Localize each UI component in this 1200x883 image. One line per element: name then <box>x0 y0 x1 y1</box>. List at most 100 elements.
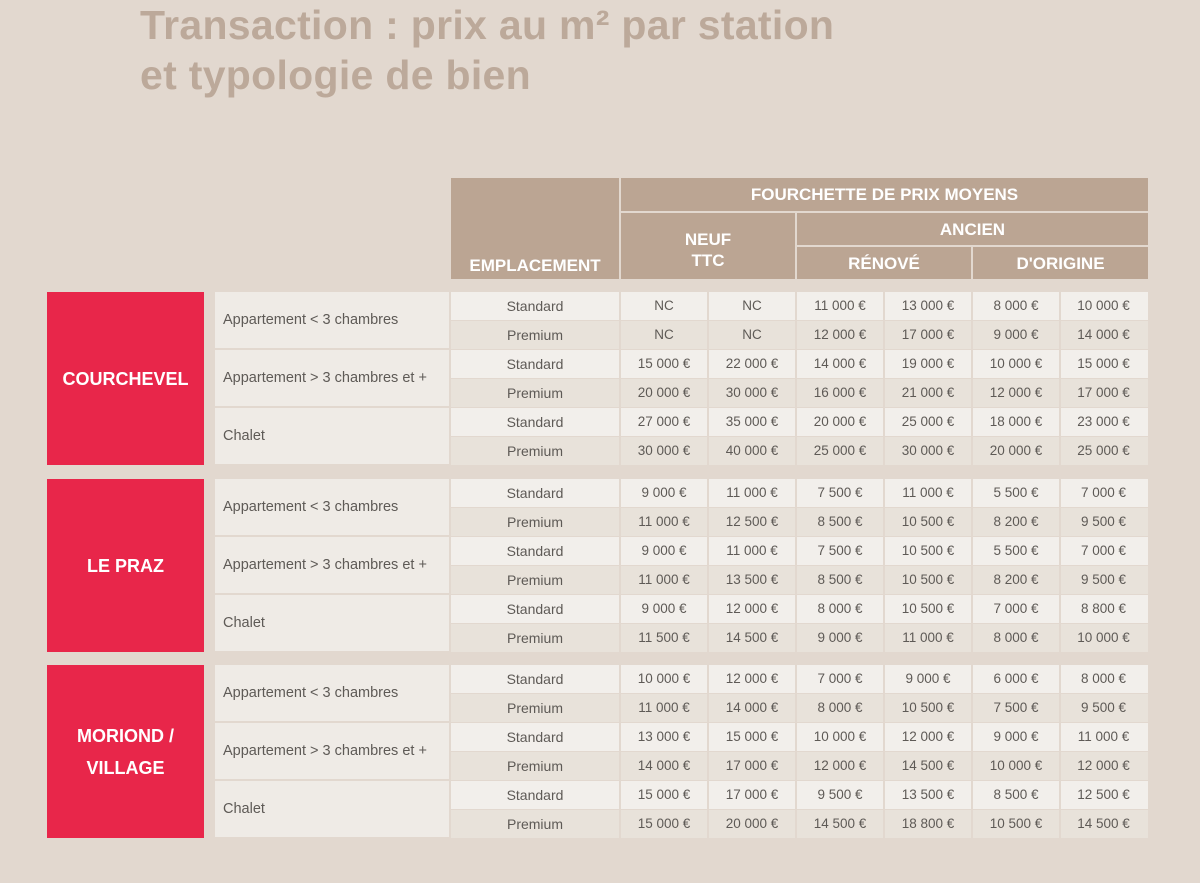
price-cell: 8 000 € <box>795 595 883 623</box>
property-type-label: Appartement > 3 chambres et + <box>215 537 449 593</box>
price-cell: 9 500 € <box>795 781 883 809</box>
quality-cell: Premium <box>506 443 563 459</box>
price-cell: 40 000 € <box>707 437 795 465</box>
price-cell: 12 000 € <box>795 321 883 349</box>
station-name-line1: COURCHEVEL <box>62 368 189 389</box>
price-cell: 8 800 € <box>1059 595 1146 623</box>
price-cell: 7 000 € <box>795 665 883 693</box>
header-emplacement: EMPLACEMENT <box>451 178 619 279</box>
price-cell: 18 800 € <box>883 810 971 838</box>
price-cell: 7 000 € <box>1059 479 1146 507</box>
station-label: MORIOND / VILLAGE <box>47 665 204 838</box>
price-cell: 13 500 € <box>883 781 971 809</box>
price-cell: 27 000 € <box>619 408 707 436</box>
title-line-2: et typologie de bien <box>140 52 531 98</box>
price-cell: 14 500 € <box>795 810 883 838</box>
property-type-label: Appartement < 3 chambres <box>215 292 449 348</box>
header-ancien: ANCIEN <box>797 213 1148 245</box>
quality-cell: Premium <box>506 572 563 588</box>
price-cell: 11 500 € <box>619 624 707 652</box>
price-cell: 14 500 € <box>883 752 971 780</box>
price-cell: 14 000 € <box>619 752 707 780</box>
price-cell: 11 000 € <box>883 624 971 652</box>
price-cell: 15 000 € <box>619 810 707 838</box>
price-cell: 15 000 € <box>619 781 707 809</box>
price-cell: 23 000 € <box>1059 408 1146 436</box>
price-cell: 8 500 € <box>971 781 1059 809</box>
price-cell: NC <box>707 321 795 349</box>
property-type-label: Appartement < 3 chambres <box>215 479 449 535</box>
price-cell: 25 000 € <box>1059 437 1146 465</box>
price-cell: 18 000 € <box>971 408 1059 436</box>
price-cell: 25 000 € <box>883 408 971 436</box>
quality-cell: Standard <box>506 729 564 745</box>
table-row: Premium 11 000 €14 000 €8 000 €10 500 €7 … <box>451 694 1148 722</box>
header-renove-label: RÉNOVÉ <box>848 253 920 273</box>
quality-cell: Standard <box>506 485 564 501</box>
quality-cell: Premium <box>506 816 563 832</box>
price-cell: 7 000 € <box>971 595 1059 623</box>
table-row: Standard 15 000 €22 000 €14 000 €19 000 €… <box>451 350 1148 378</box>
price-cell: 17 000 € <box>883 321 971 349</box>
price-cell: 15 000 € <box>619 350 707 378</box>
price-cell: 30 000 € <box>619 437 707 465</box>
table-row: Standard 9 000 €11 000 €7 500 €10 500 €5 … <box>451 537 1148 565</box>
station-name-line2: VILLAGE <box>86 757 165 778</box>
station-label: COURCHEVEL <box>47 292 204 465</box>
price-cell: 9 500 € <box>1059 566 1146 594</box>
price-cell: 10 500 € <box>883 566 971 594</box>
price-cell: NC <box>707 292 795 320</box>
price-cell: 20 000 € <box>795 408 883 436</box>
property-type-label: Appartement > 3 chambres et + <box>215 723 449 779</box>
price-cell: 12 000 € <box>883 723 971 751</box>
price-cell: 9 000 € <box>619 479 707 507</box>
price-cell: 10 500 € <box>883 694 971 722</box>
header-fourchette-label: FOURCHETTE DE PRIX MOYENS <box>750 185 1019 204</box>
price-cell: 16 000 € <box>795 379 883 407</box>
price-cell: 10 000 € <box>619 665 707 693</box>
property-type-label: Chalet <box>215 781 449 837</box>
price-cell: 17 000 € <box>707 752 795 780</box>
price-cell: 12 000 € <box>707 665 795 693</box>
price-cell: 7 500 € <box>795 537 883 565</box>
price-cell: 8 000 € <box>1059 665 1146 693</box>
price-cell: 12 500 € <box>1059 781 1146 809</box>
table-row: Standard NC NC 11 000 €13 000 €8 000 €10 00… <box>451 292 1148 320</box>
price-cell: 10 500 € <box>883 508 971 536</box>
price-cell: 11 000 € <box>619 694 707 722</box>
header-neuf-line2: TTC <box>691 251 725 270</box>
quality-cell: Standard <box>506 671 564 687</box>
price-cell: 14 000 € <box>1059 321 1146 349</box>
quality-cell: Standard <box>506 543 564 559</box>
quality-cell: Premium <box>506 327 563 343</box>
price-cell: 14 500 € <box>707 624 795 652</box>
price-cell: 10 000 € <box>971 350 1059 378</box>
price-cell: 12 500 € <box>707 508 795 536</box>
price-cell: 11 000 € <box>1059 723 1146 751</box>
title-line-1: Transaction : prix au m² par station <box>140 2 835 48</box>
table-row: Premium 11 500 €14 500 €9 000 €11 000 €8 … <box>451 624 1148 652</box>
station-name-line1: LE PRAZ <box>86 555 164 576</box>
price-cell: 17 000 € <box>707 781 795 809</box>
header-emplacement-label: EMPLACEMENT <box>469 256 601 275</box>
table-row: Premium 14 000 €17 000 €12 000 €14 500 €1… <box>451 752 1148 780</box>
table-row: Standard 13 000 €15 000 €10 000 €12 000 €… <box>451 723 1148 751</box>
price-cell: 13 000 € <box>883 292 971 320</box>
price-cell: 19 000 € <box>883 350 971 378</box>
price-cell: 8 000 € <box>971 624 1059 652</box>
price-cell: 5 500 € <box>971 537 1059 565</box>
quality-cell: Premium <box>506 630 563 646</box>
price-cell: 14 000 € <box>707 694 795 722</box>
quality-cell: Standard <box>506 414 564 430</box>
table-row: Standard 15 000 €17 000 €9 500 €13 500 €8… <box>451 781 1148 809</box>
property-type-label: Chalet <box>215 408 449 464</box>
price-cell: 8 000 € <box>971 292 1059 320</box>
price-cell: 6 000 € <box>971 665 1059 693</box>
header-origine-label: D'ORIGINE <box>1016 253 1105 273</box>
price-cell: 12 000 € <box>971 379 1059 407</box>
table-row: Premium NC NC 12 000 €17 000 €9 000 €14 000… <box>451 321 1148 349</box>
price-cell: 20 000 € <box>971 437 1059 465</box>
price-cell: 9 000 € <box>795 624 883 652</box>
page-title: Transaction : prix au m² par station et … <box>140 0 834 100</box>
price-cell: 11 000 € <box>619 566 707 594</box>
